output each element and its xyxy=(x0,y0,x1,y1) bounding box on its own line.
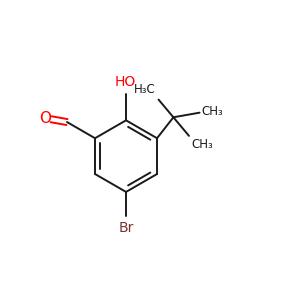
Text: O: O xyxy=(39,111,51,126)
Text: HO: HO xyxy=(114,75,136,89)
Text: CH₃: CH₃ xyxy=(191,138,213,151)
Text: CH₃: CH₃ xyxy=(202,105,224,118)
Text: H₃C: H₃C xyxy=(134,83,156,96)
Text: Br: Br xyxy=(118,221,134,235)
